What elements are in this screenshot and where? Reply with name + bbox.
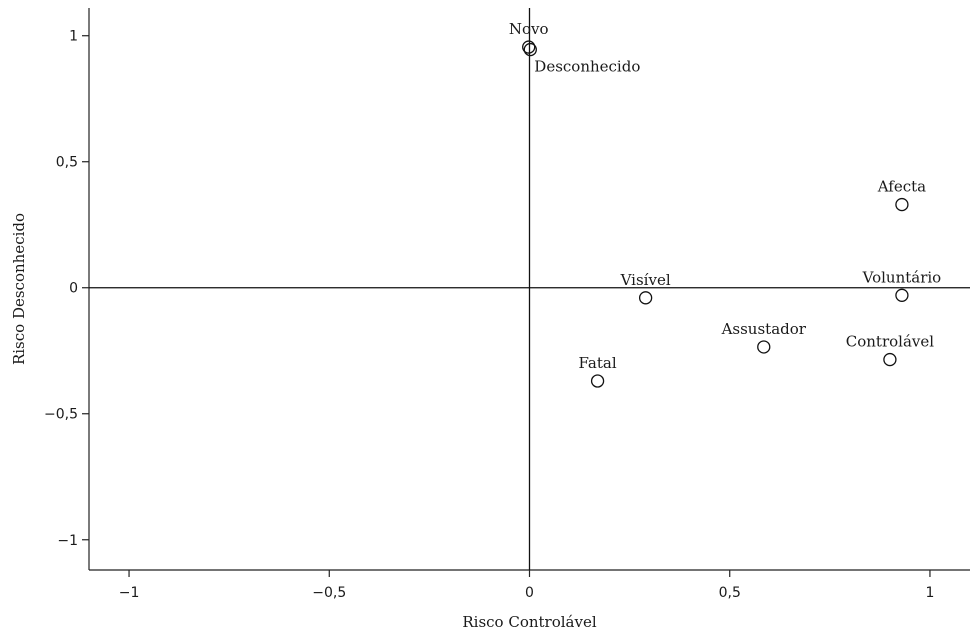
reference-lines [89, 8, 970, 570]
point-label: Novo [509, 20, 549, 38]
data-point [757, 340, 771, 354]
x-tick-label: 0 [525, 585, 534, 601]
y-tick-label: 1 [69, 29, 78, 45]
data-point [895, 197, 909, 212]
x-tick-label: −0,5 [312, 585, 346, 601]
data-point [523, 42, 537, 57]
y-tick-label: 0 [69, 281, 78, 297]
point-label: Visível [620, 271, 671, 289]
data-point [883, 352, 897, 367]
y-tick-label: −1 [57, 533, 78, 549]
point-label: Fatal [579, 354, 617, 372]
data-point [638, 291, 653, 305]
x-tick-label: −1 [119, 585, 140, 601]
y-tick-label: −0,5 [44, 407, 78, 423]
x-tick-label: 0,5 [719, 585, 741, 601]
data-point [522, 40, 536, 54]
point-label: Assustador [721, 320, 807, 338]
point-label: Afecta [877, 178, 926, 196]
y-axis-title: Risco Desconhecido [10, 213, 28, 365]
data-point [590, 374, 605, 388]
point-label: Voluntário [862, 268, 942, 286]
axes: −1 −0,5 0 0,5 1 1 0,5 0 −0,5 −1 [44, 8, 970, 601]
data-point [895, 288, 909, 302]
x-tick-label: 1 [925, 585, 934, 601]
point-label: Controlável [846, 333, 934, 351]
data-points [522, 40, 909, 388]
point-labels: Novo Desconhecido Afecta Visível Voluntário A… [509, 20, 941, 372]
point-label: Desconhecido [534, 58, 640, 76]
y-tick-label: 0,5 [56, 155, 78, 171]
x-axis-title: Risco Controlável [462, 613, 596, 631]
